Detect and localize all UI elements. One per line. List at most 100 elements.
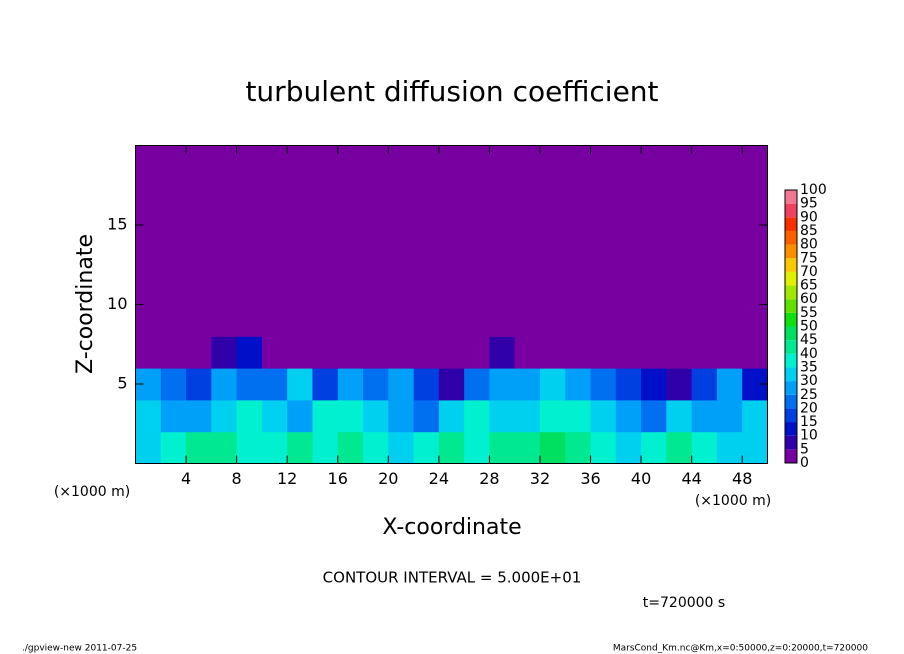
heatmap-cell — [742, 272, 768, 305]
heatmap-cell — [691, 431, 718, 464]
heatmap-cell — [312, 368, 339, 401]
heatmap-cell — [186, 431, 212, 464]
colorbar-label: 30 — [800, 373, 818, 389]
heatmap-cell — [514, 240, 541, 274]
heatmap-cell — [539, 209, 566, 242]
heatmap-cell — [363, 431, 389, 464]
heatmap-cell — [565, 240, 592, 274]
heatmap-cell — [539, 240, 566, 274]
heatmap-cell — [236, 336, 263, 369]
colorbar-label: 45 — [800, 332, 818, 348]
heatmap-cell — [539, 336, 566, 369]
heatmap-cell — [641, 177, 667, 210]
heatmap-cell — [742, 431, 768, 464]
heatmap-cell — [388, 336, 415, 369]
heatmap-cell — [691, 399, 718, 433]
heatmap-cell — [565, 336, 592, 369]
heatmap-cell — [135, 431, 162, 464]
heatmap-cell — [666, 399, 693, 433]
heatmap-cell — [337, 209, 364, 242]
heatmap-cell — [211, 240, 238, 274]
heatmap-cell — [261, 399, 288, 433]
heatmap-cell — [489, 336, 516, 369]
colorbar-label: 35 — [800, 359, 818, 375]
colorbar-label: 65 — [800, 278, 818, 294]
heatmap-cell — [135, 240, 162, 274]
heatmap-cell — [565, 368, 592, 401]
heatmap-cell — [691, 336, 718, 369]
x-tick-label: 16 — [328, 469, 348, 488]
y-unit-label: (×1000 m) — [54, 484, 130, 500]
heatmap-cell — [261, 177, 288, 210]
x-tick-label: 20 — [378, 469, 398, 488]
heatmap-cell — [261, 209, 288, 242]
footer-right: MarsCond_Km.nc@Km,x=0:50000,z=0:20000,t=… — [613, 644, 868, 654]
heatmap-cell — [565, 399, 592, 433]
heatmap-cell — [388, 177, 415, 210]
heatmap-cell — [438, 336, 465, 369]
contour-interval: CONTOUR INTERVAL = 5.000E+01 — [323, 569, 582, 587]
heatmap-cell — [287, 431, 313, 464]
colorbar-cell — [785, 230, 797, 245]
heatmap-cell — [186, 368, 212, 401]
heatmap-cell — [464, 209, 490, 242]
heatmap-cell — [160, 431, 187, 464]
heatmap-cell — [236, 145, 263, 178]
heatmap-cell — [388, 209, 415, 242]
colorbar-cell — [785, 312, 797, 327]
heatmap-cell — [716, 304, 743, 337]
heatmap-cell — [186, 304, 212, 337]
x-axis-label: X-coordinate — [382, 515, 521, 540]
heatmap-cell — [691, 145, 718, 178]
heatmap-cell — [666, 177, 693, 210]
heatmap-cell — [514, 272, 541, 305]
heatmap-cell — [716, 145, 743, 178]
heatmap-cell — [236, 368, 263, 401]
heatmap-cell — [615, 240, 642, 274]
x-tick-label: 36 — [580, 469, 600, 488]
colorbar-label: 95 — [800, 196, 818, 212]
heatmap-cell — [211, 145, 238, 178]
y-axis-label: Z-coordinate — [73, 234, 98, 374]
colorbar-label: 80 — [800, 237, 818, 253]
heatmap-cell — [615, 431, 642, 464]
heatmap-cell — [261, 272, 288, 305]
x-tick-label: 24 — [429, 469, 449, 488]
heatmap-cell — [236, 399, 263, 433]
heatmap-cell — [363, 336, 389, 369]
colorbar-cell — [785, 271, 797, 286]
heatmap-cell — [186, 240, 212, 274]
heatmap-cell — [160, 304, 187, 337]
colorbar-label: 75 — [800, 250, 818, 266]
heatmap-cell — [312, 209, 339, 242]
heatmap-cell — [489, 399, 516, 433]
heatmap-cell — [160, 399, 187, 433]
heatmap-cell — [337, 272, 364, 305]
heatmap-cell — [716, 272, 743, 305]
heatmap-cell — [287, 399, 313, 433]
heatmap-cell — [236, 272, 263, 305]
heatmap-cell — [211, 399, 238, 433]
heatmap-cell — [211, 304, 238, 337]
heatmap-cell — [236, 209, 263, 242]
heatmap-cell — [312, 399, 339, 433]
heatmap-cell — [514, 304, 541, 337]
heatmap-cell — [236, 240, 263, 274]
colorbar-cell — [785, 217, 797, 231]
heatmap-cell — [388, 272, 415, 305]
heatmap-cell — [716, 177, 743, 210]
heatmap-cell — [186, 336, 212, 369]
heatmap-cell — [615, 272, 642, 305]
heatmap-cell — [539, 177, 566, 210]
heatmap-cell — [363, 209, 389, 242]
heatmap-cell — [438, 209, 465, 242]
heatmap-cell — [716, 209, 743, 242]
heatmap-cell — [236, 177, 263, 210]
heatmap-cell — [438, 399, 465, 433]
heatmap-cell — [590, 304, 617, 337]
colorbar-cell — [785, 449, 797, 463]
heatmap-cell — [464, 145, 490, 178]
heatmap-cell — [565, 177, 592, 210]
heatmap-cell — [337, 240, 364, 274]
heatmap-cell — [489, 431, 516, 464]
